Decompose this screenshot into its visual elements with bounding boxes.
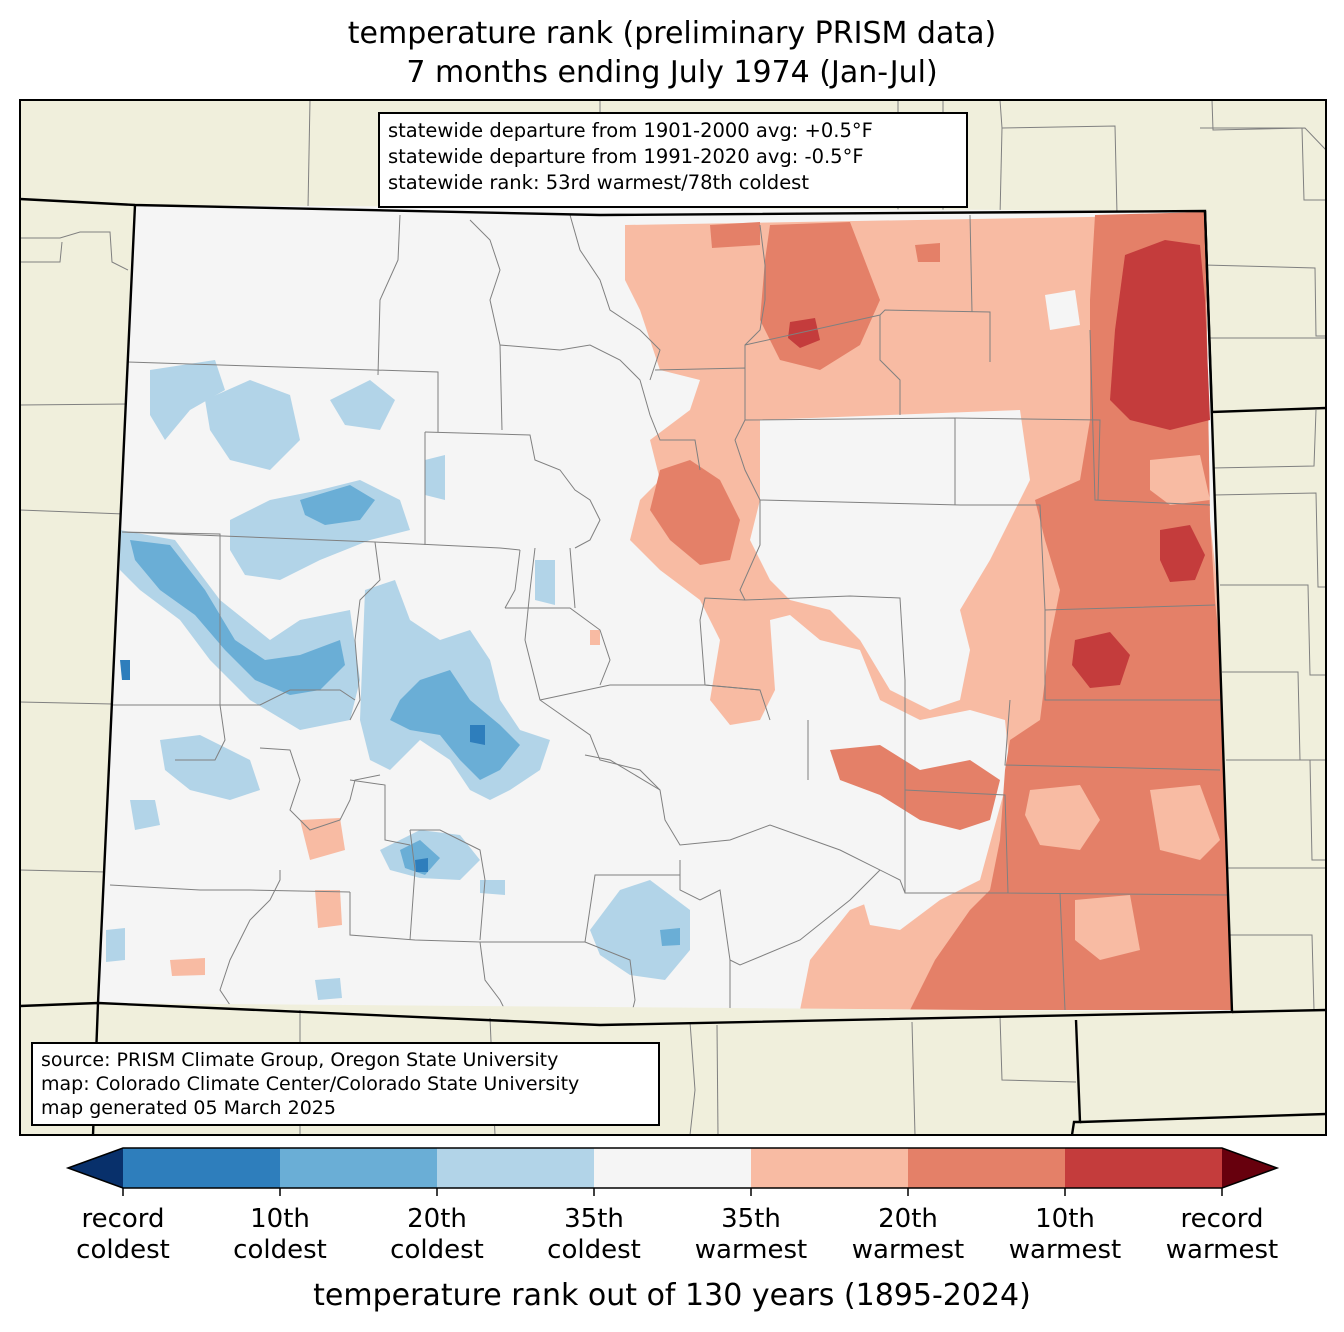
stat-departure-1901-2000: statewide departure from 1901-2000 avg: … [388,119,873,142]
colorbar [65,1147,1280,1196]
colorbar-label-10th-warmest: 10th warmest [1008,1204,1122,1265]
source-box: source: PRISM Climate Group, Oregon Stat… [31,1042,660,1126]
colorbar-extend-high [1222,1148,1277,1188]
colorbar-label-record-warmest: record warmest [1165,1204,1279,1265]
map-generated-date: map generated 05 March 2025 [41,1097,336,1119]
colorbar-label-20th-coldest: 20th coldest [390,1204,484,1265]
colorbar-segment-record-10th-coldest [123,1148,280,1188]
stat-departure-1991-2020: statewide departure from 1991-2020 avg: … [388,145,864,168]
map-title-line2: 7 months ending July 1974 (Jan-Jul) [406,55,938,90]
colorbar-label-35th-coldest: 35th coldest [547,1204,641,1265]
colorbar-segment-record-10th-warmest [1065,1148,1222,1188]
stat-statewide-rank: statewide rank: 53rd warmest/78th coldes… [388,171,809,194]
rank-shading [106,212,1232,1010]
colorbar-label-10th-coldest: 10th coldest [233,1204,327,1265]
map-title-line1: temperature rank (preliminary PRISM data… [347,16,997,51]
colorbar-title: temperature rank out of 130 years (1895-… [313,1278,1031,1313]
county-lines [109,214,1231,1012]
colorbar-segment-10th-20th-warmest [908,1148,1065,1188]
colorbar-segment-near-normal [594,1148,751,1188]
colorbar-label-35th-warmest: 35th warmest [694,1204,808,1265]
colorbar-ticks [122,1188,1223,1196]
colorbar-segment-20th-35th-coldest [437,1148,594,1188]
colorbar-label-20th-warmest: 20th warmest [851,1204,965,1265]
source-credit: source: PRISM Climate Group, Oregon Stat… [41,1049,559,1071]
colorbar-segment-20th-35th-warmest [751,1148,908,1188]
colorbar-segment-10th-20th-coldest [280,1148,437,1188]
map-credit: map: Colorado Climate Center/Colorado St… [41,1073,580,1095]
colorbar-label-record-coldest: record coldest [76,1204,170,1265]
map-frame [19,99,1327,1136]
statewide-stats-box: statewide departure from 1901-2000 avg: … [378,112,968,208]
colorbar-extend-low [68,1148,123,1188]
